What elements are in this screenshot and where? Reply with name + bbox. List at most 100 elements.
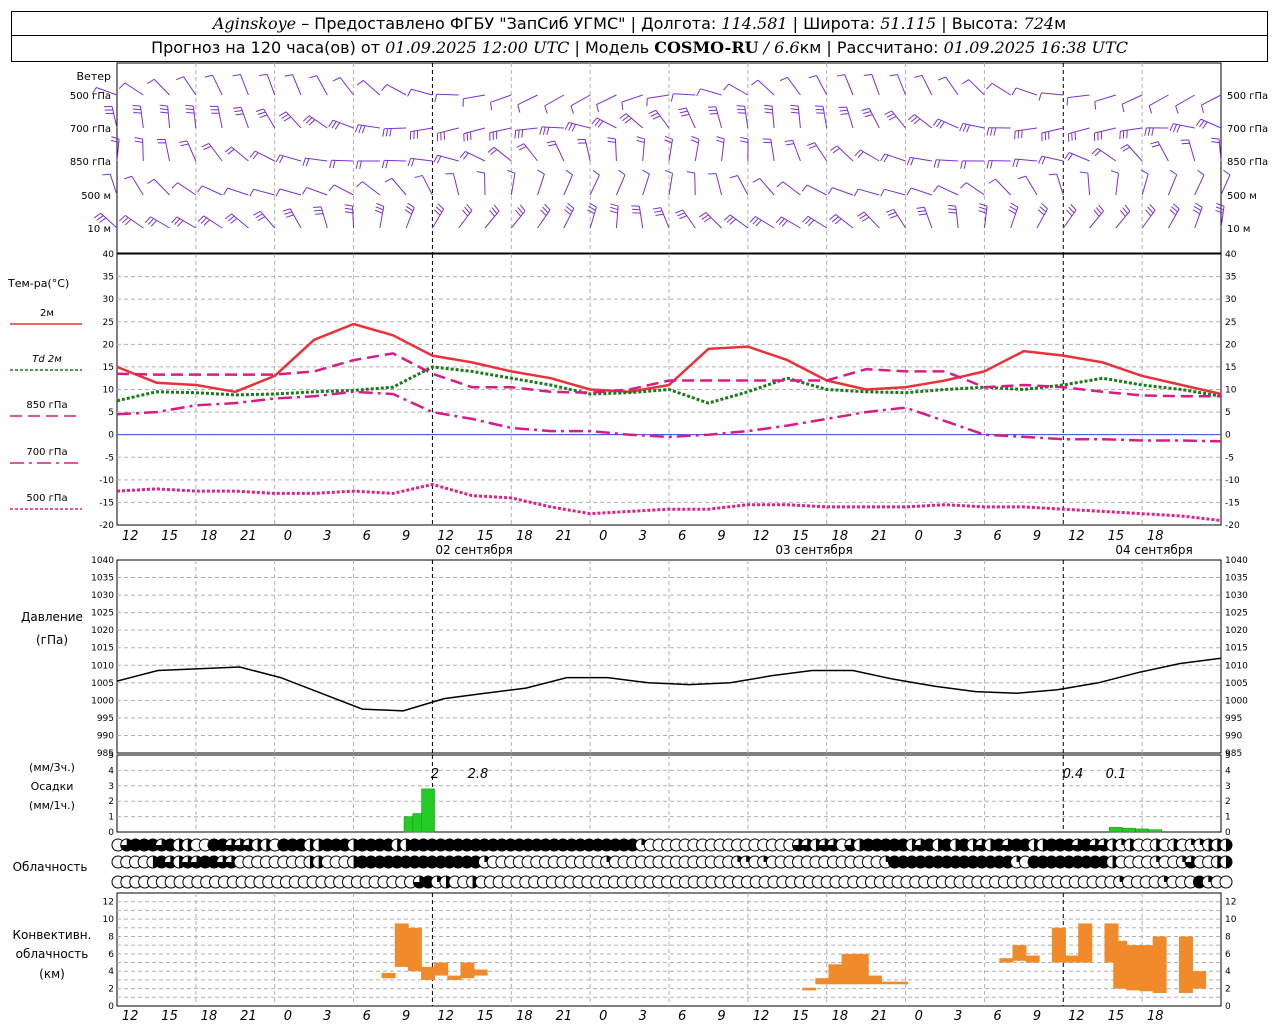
barb-staff xyxy=(1016,87,1038,96)
barb-flag xyxy=(99,217,107,224)
barb-flag xyxy=(542,126,546,135)
barb-staff xyxy=(897,74,907,96)
forecast-label: Прогноз на 120 часа(ов) от xyxy=(151,38,386,57)
barb-staff xyxy=(116,139,120,162)
wind-barb xyxy=(751,79,775,96)
barb-staff xyxy=(846,106,854,129)
barb-flag xyxy=(591,117,598,125)
barb-flag xyxy=(864,114,873,118)
wind-barb xyxy=(960,182,985,196)
header-forecast-line: Прогноз на 120 часа(ов) от 01.09.2025 12… xyxy=(11,36,1268,62)
barb-staff xyxy=(1220,206,1225,229)
barb-flag xyxy=(636,136,645,140)
barb-staff xyxy=(1036,208,1048,229)
wind-barb xyxy=(621,94,643,111)
barb-staff xyxy=(292,74,302,96)
barb-staff xyxy=(642,173,650,196)
wind-barb xyxy=(516,143,538,162)
barb-flag xyxy=(690,139,699,144)
barb-staff xyxy=(1188,139,1196,162)
barb-staff xyxy=(786,76,801,96)
wind-barb xyxy=(615,169,626,196)
y-tick-label-left: 2 xyxy=(108,985,114,995)
wind-barb xyxy=(790,104,801,129)
wind-barb xyxy=(857,211,880,229)
wind-barb xyxy=(619,113,644,129)
wind-barb xyxy=(1194,169,1205,196)
barb-flag xyxy=(916,206,925,209)
wind-barb xyxy=(328,119,354,130)
wind-barb xyxy=(664,135,673,162)
wind-barb xyxy=(570,94,591,114)
barb-flag xyxy=(227,148,235,155)
convective-axis-label-2: облачность xyxy=(16,947,89,961)
barb-flag xyxy=(197,215,205,222)
wind-barb xyxy=(986,160,1011,169)
x-tick-label: 15 xyxy=(792,529,809,544)
barb-flag xyxy=(993,127,997,136)
pressure-axis-label: Давление xyxy=(21,610,83,624)
barb-staff xyxy=(729,214,749,229)
barb-flag xyxy=(381,160,385,169)
barb-flag xyxy=(565,169,573,176)
wind-barb xyxy=(1115,204,1131,229)
barb-flag xyxy=(279,155,284,164)
wind-barb xyxy=(476,171,486,196)
y-tick-label-left: 10 xyxy=(103,915,115,925)
barb-flag xyxy=(354,124,359,133)
x-tick-label: 6 xyxy=(678,1009,686,1024)
barb-staff xyxy=(1201,94,1222,106)
x-tick-label: 21 xyxy=(240,529,257,544)
barb-staff xyxy=(362,181,381,196)
wind-barb xyxy=(354,124,380,134)
barb-flag xyxy=(652,207,661,210)
y-tick-label-right: -15 xyxy=(1225,498,1240,508)
convective-bar xyxy=(394,923,409,967)
barb-flag xyxy=(686,171,695,174)
x-tick-label: 6 xyxy=(363,1009,371,1024)
y-tick-label-right: 3 xyxy=(1225,782,1231,792)
wind-barb xyxy=(830,145,854,162)
barb-flag xyxy=(857,211,865,217)
barb-staff xyxy=(1089,210,1104,229)
barb-flag xyxy=(1149,203,1156,211)
barb-flag xyxy=(255,108,264,112)
barb-staff xyxy=(240,107,249,129)
barb-staff xyxy=(832,187,854,196)
barb-flag xyxy=(652,115,661,120)
x-axis-hours-upper: 12 15 18 21 0 3 6 9 12 15 18 21 0 3 6 9 12 15 18 21 0 3 6 9 12 15… xyxy=(122,529,1164,544)
barb-staff xyxy=(968,79,985,96)
barb-flag xyxy=(1215,209,1224,214)
wind-barb xyxy=(1200,94,1222,113)
wind-barb xyxy=(179,140,197,162)
barb-flag xyxy=(834,218,842,225)
barb-flag xyxy=(752,177,760,183)
wind-barb xyxy=(916,206,933,229)
barb-flag xyxy=(466,204,473,211)
barb-staff xyxy=(910,156,932,162)
y-tick-label-left: 995 xyxy=(97,714,114,724)
barb-flag xyxy=(918,213,927,216)
wind-barb xyxy=(779,76,801,96)
barb-flag xyxy=(1122,207,1129,215)
x-tick-label: 6 xyxy=(993,1009,1001,1024)
wind-barb xyxy=(253,210,276,229)
wind-barb xyxy=(646,94,670,107)
y-tick-label-right: 1025 xyxy=(1225,609,1248,619)
wind-barb xyxy=(436,127,459,142)
barb-flag xyxy=(913,118,921,125)
barb-flag xyxy=(134,137,143,140)
y-tick-label-left: -15 xyxy=(99,498,114,508)
barb-flag xyxy=(1066,97,1069,106)
wind-barb xyxy=(487,146,512,162)
barb-staff xyxy=(1068,127,1090,135)
barb-flag xyxy=(624,117,632,124)
wind-barb xyxy=(490,94,512,111)
x-tick-label: 12 xyxy=(1068,1009,1085,1024)
barb-staff xyxy=(510,210,526,229)
barb-flag xyxy=(548,143,557,147)
barb-staff xyxy=(1121,94,1143,105)
convective-bar xyxy=(473,969,488,976)
barb-flag xyxy=(332,77,341,82)
barb-staff xyxy=(836,145,854,162)
